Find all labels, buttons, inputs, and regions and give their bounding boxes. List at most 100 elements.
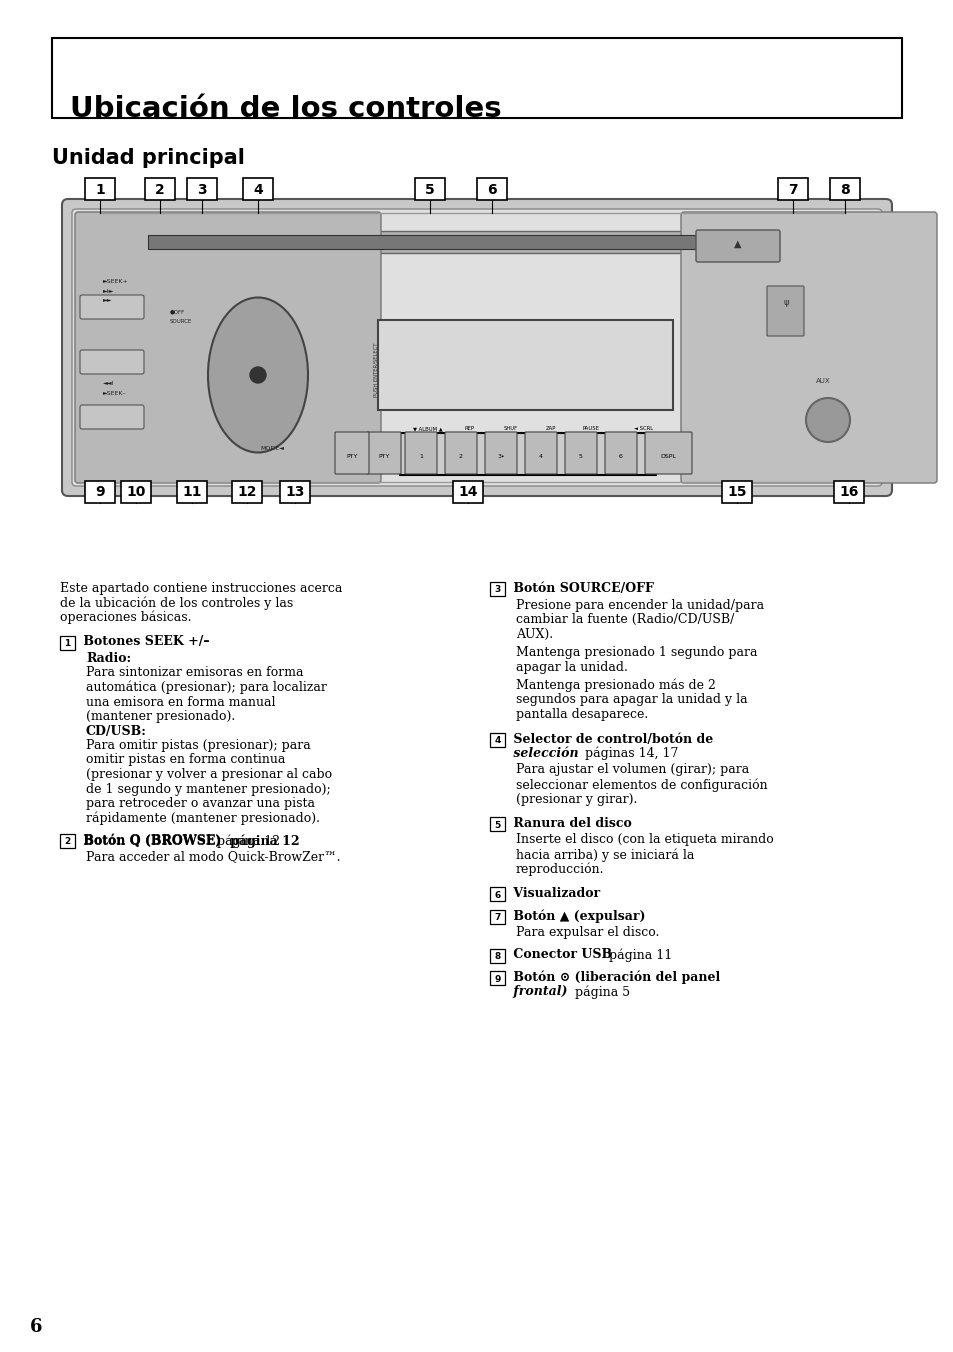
Bar: [52, 38, 901, 118]
Text: PUSH ENTER/SELECT: PUSH ENTER/SELECT: [374, 343, 378, 397]
FancyBboxPatch shape: [484, 433, 517, 475]
Text: AUX: AUX: [815, 379, 829, 384]
Text: apagar la unidad.: apagar la unidad.: [516, 661, 627, 673]
Text: 7: 7: [494, 913, 500, 922]
Text: ZAP: ZAP: [545, 426, 556, 431]
Bar: [121, 481, 151, 503]
Text: 3: 3: [494, 585, 500, 595]
Text: seleccionar elementos de configuración: seleccionar elementos de configuración: [516, 777, 767, 791]
Text: 1: 1: [64, 639, 71, 648]
Text: AUX).: AUX).: [516, 627, 553, 641]
Bar: [177, 481, 207, 503]
Text: Botón ⊙ (liberación del panel: Botón ⊙ (liberación del panel: [509, 971, 720, 984]
Text: 6: 6: [487, 183, 497, 197]
Text: 1: 1: [418, 453, 422, 458]
Text: 3: 3: [197, 183, 207, 197]
Text: 2: 2: [458, 453, 462, 458]
Text: Botón ▲ (expulsar): Botón ▲ (expulsar): [509, 910, 645, 923]
FancyBboxPatch shape: [564, 433, 597, 475]
Text: página 11: página 11: [600, 949, 672, 963]
FancyBboxPatch shape: [80, 406, 144, 429]
Text: 7: 7: [787, 183, 797, 197]
Text: 5: 5: [578, 453, 582, 458]
Ellipse shape: [208, 297, 308, 453]
Bar: [80, 231, 873, 253]
Text: ►SEEK–: ►SEEK–: [103, 391, 127, 396]
Text: 16: 16: [839, 485, 858, 499]
Bar: [490, 971, 504, 986]
FancyBboxPatch shape: [62, 199, 891, 496]
Text: DSPL: DSPL: [659, 453, 676, 458]
Bar: [490, 733, 504, 746]
Text: para retroceder o avanzar una pista: para retroceder o avanzar una pista: [86, 796, 314, 810]
Text: ►SEEK+: ►SEEK+: [103, 279, 129, 284]
Bar: [60, 834, 75, 848]
Text: 13: 13: [285, 485, 304, 499]
Text: 1: 1: [95, 183, 105, 197]
Text: segundos para apagar la unidad y la: segundos para apagar la unidad y la: [516, 694, 747, 707]
Text: PAUSE: PAUSE: [582, 426, 598, 431]
Text: 9: 9: [494, 975, 500, 983]
Text: 5: 5: [425, 183, 435, 197]
Text: Inserte el disco (con la etiqueta mirando: Inserte el disco (con la etiqueta mirand…: [516, 833, 773, 846]
Bar: [490, 949, 504, 963]
Text: 9: 9: [95, 485, 105, 499]
Text: Botón Q (BROWSE): Botón Q (BROWSE): [79, 834, 221, 846]
Text: ▼ ALBUM ▲: ▼ ALBUM ▲: [413, 426, 442, 431]
FancyBboxPatch shape: [80, 350, 144, 375]
Text: reproducción.: reproducción.: [516, 863, 604, 876]
Bar: [148, 235, 707, 249]
Text: MODE◄: MODE◄: [260, 446, 284, 452]
Text: Ranura del disco: Ranura del disco: [509, 817, 631, 830]
Circle shape: [250, 366, 266, 383]
Text: Unidad principal: Unidad principal: [52, 147, 245, 168]
Text: 4: 4: [538, 453, 542, 458]
Text: 8: 8: [494, 952, 500, 961]
Bar: [85, 481, 115, 503]
Bar: [399, 433, 656, 475]
Text: Botón SOURCE/OFF: Botón SOURCE/OFF: [509, 581, 653, 595]
Bar: [377, 320, 672, 410]
Bar: [243, 178, 273, 200]
Text: 4: 4: [253, 183, 263, 197]
FancyBboxPatch shape: [444, 433, 476, 475]
Text: 2: 2: [64, 837, 71, 846]
Bar: [833, 481, 863, 503]
Bar: [60, 635, 75, 649]
Text: ▲: ▲: [734, 239, 741, 249]
FancyBboxPatch shape: [80, 295, 144, 319]
Bar: [85, 178, 115, 200]
Text: página 5: página 5: [566, 986, 630, 999]
FancyBboxPatch shape: [367, 433, 400, 475]
Bar: [490, 887, 504, 900]
Text: Este apartado contiene instrucciones acerca: Este apartado contiene instrucciones ace…: [60, 581, 342, 595]
Text: 5: 5: [494, 821, 500, 830]
Bar: [280, 481, 310, 503]
Text: Mantenga presionado más de 2: Mantenga presionado más de 2: [516, 679, 715, 692]
Text: SOURCE: SOURCE: [170, 319, 193, 324]
Bar: [829, 178, 859, 200]
Text: 3•: 3•: [497, 453, 504, 458]
Text: Selector de control/botón de: Selector de control/botón de: [509, 733, 713, 745]
Text: Para omitir pistas (presionar); para: Para omitir pistas (presionar); para: [86, 740, 311, 752]
Text: (presionar y volver a presionar al cabo: (presionar y volver a presionar al cabo: [86, 768, 332, 781]
Text: 10: 10: [126, 485, 146, 499]
Text: automática (presionar); para localizar: automática (presionar); para localizar: [86, 681, 327, 695]
Text: de la ubicación de los controles y las: de la ubicación de los controles y las: [60, 596, 293, 610]
Text: página 12: página 12: [209, 834, 280, 848]
Text: 6: 6: [30, 1318, 43, 1336]
Text: rápidamente (mantener presionado).: rápidamente (mantener presionado).: [86, 811, 319, 825]
Bar: [490, 581, 504, 596]
FancyBboxPatch shape: [75, 212, 380, 483]
Text: Ubicación de los controles: Ubicación de los controles: [70, 95, 501, 123]
Text: ►►: ►►: [103, 297, 112, 301]
Text: Para expulsar el disco.: Para expulsar el disco.: [516, 926, 659, 940]
FancyBboxPatch shape: [644, 433, 691, 475]
FancyBboxPatch shape: [680, 212, 936, 483]
Text: 6: 6: [494, 891, 500, 899]
FancyBboxPatch shape: [405, 433, 436, 475]
Text: Mantenga presionado 1 segundo para: Mantenga presionado 1 segundo para: [516, 646, 757, 658]
Text: 6: 6: [618, 453, 622, 458]
Bar: [778, 178, 807, 200]
Text: Presione para encender la unidad/para: Presione para encender la unidad/para: [516, 599, 763, 611]
